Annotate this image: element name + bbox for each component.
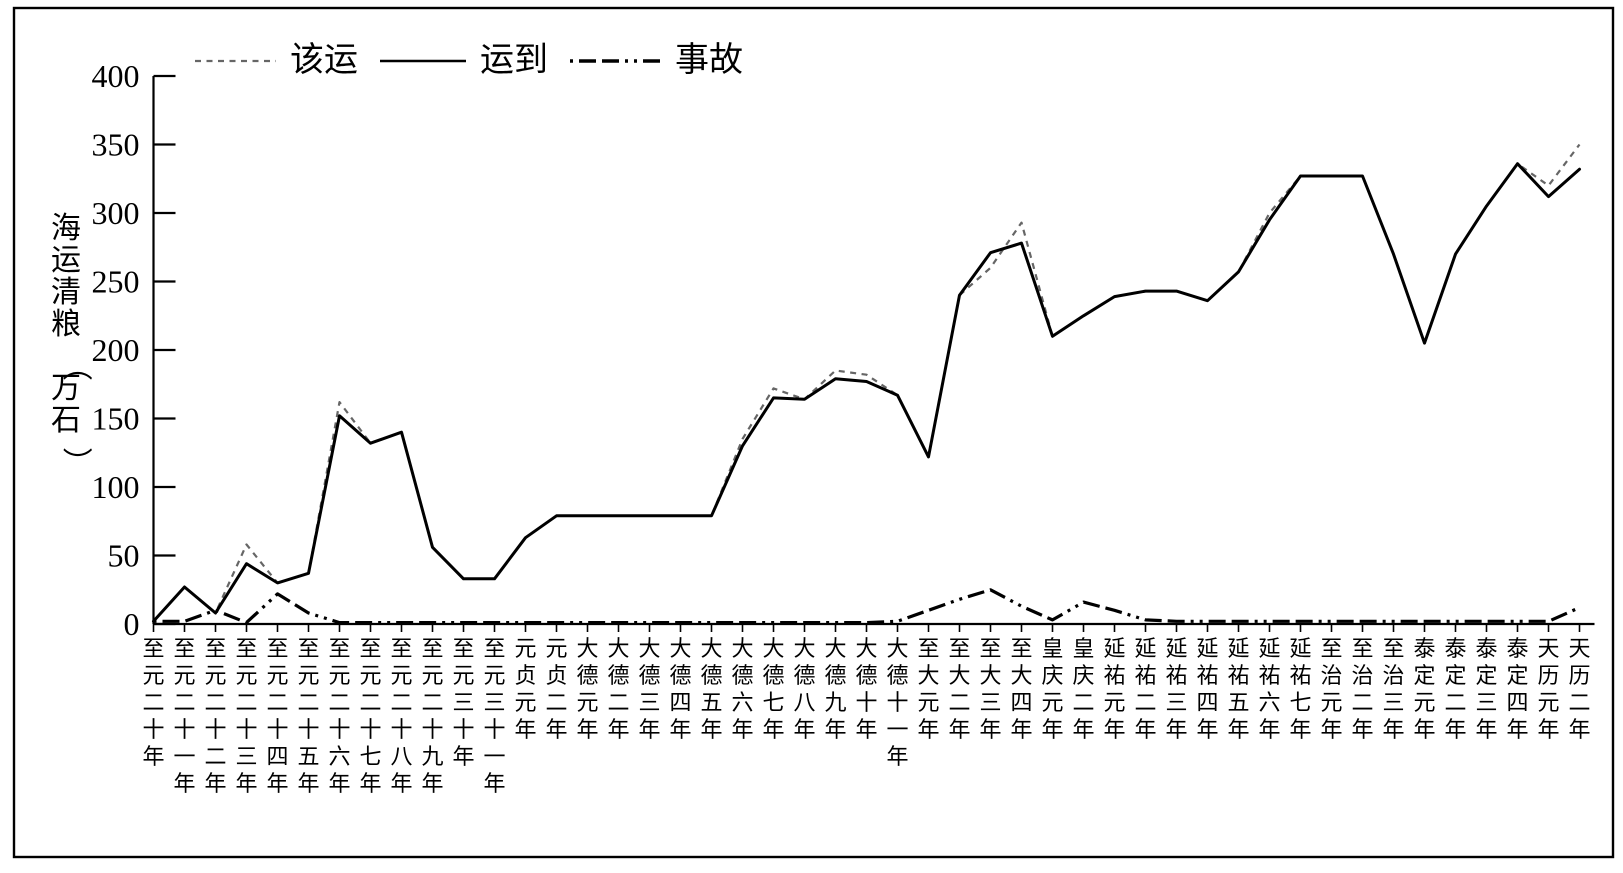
svg-text:至元二十六年: 至元二十六年	[328, 636, 350, 796]
svg-text:大德五年: 大德五年	[700, 636, 722, 742]
svg-text:至治二年: 至治二年	[1351, 636, 1373, 742]
svg-text:皇庆元年: 皇庆元年	[1041, 636, 1063, 742]
svg-text:运: 运	[51, 244, 81, 277]
svg-text:0: 0	[124, 606, 140, 642]
svg-text:天历元年: 天历元年	[1537, 636, 1559, 742]
svg-text:至元二十一年: 至元二十一年	[173, 636, 195, 796]
svg-text:至元二十二年: 至元二十二年	[204, 636, 226, 796]
svg-text:大德六年: 大德六年	[731, 636, 753, 742]
svg-text:150: 150	[92, 401, 140, 437]
svg-text:天历二年: 天历二年	[1568, 636, 1590, 742]
svg-text:粮: 粮	[51, 308, 81, 341]
svg-text:至元二十九年: 至元二十九年	[421, 636, 443, 796]
svg-text:至元二十七年: 至元二十七年	[359, 636, 381, 796]
svg-text:延祐二年: 延祐二年	[1134, 636, 1156, 742]
svg-text:400: 400	[92, 58, 140, 94]
svg-text:泰定元年: 泰定元年	[1413, 636, 1435, 742]
svg-text:100: 100	[92, 469, 140, 505]
svg-text:至元三十一年: 至元三十一年	[483, 636, 505, 796]
svg-text:至元二十年: 至元二十年	[142, 636, 164, 769]
svg-text:运到: 运到	[480, 42, 548, 79]
svg-text:大德九年: 大德九年	[824, 636, 846, 742]
svg-text:大德十年: 大德十年	[855, 636, 877, 742]
svg-text:至元二十八年: 至元二十八年	[390, 636, 412, 796]
svg-text:至元三十年: 至元三十年	[452, 636, 474, 769]
svg-text:大德七年: 大德七年	[762, 636, 784, 742]
svg-text:至元二十四年: 至元二十四年	[266, 636, 288, 796]
svg-text:延祐六年: 延祐六年	[1258, 636, 1280, 742]
svg-text:元贞元年: 元贞元年	[514, 636, 536, 742]
svg-text:200: 200	[92, 332, 140, 368]
svg-text:大德八年: 大德八年	[793, 636, 815, 742]
svg-text:至治元年: 至治元年	[1320, 636, 1342, 742]
svg-text:元贞二年: 元贞二年	[545, 636, 567, 742]
svg-text:延祐四年: 延祐四年	[1196, 636, 1218, 742]
svg-text:至大四年: 至大四年	[1010, 636, 1032, 742]
svg-text:大德二年: 大德二年	[607, 636, 629, 742]
svg-text:延祐五年: 延祐五年	[1227, 636, 1249, 742]
svg-text:万: 万	[51, 372, 81, 405]
svg-text:大德四年: 大德四年	[669, 636, 691, 742]
svg-text:该运: 该运	[290, 41, 358, 79]
svg-text:350: 350	[92, 127, 140, 163]
svg-text:泰定四年: 泰定四年	[1506, 636, 1528, 742]
svg-text:至大元年: 至大元年	[917, 636, 939, 742]
svg-text:至治三年: 至治三年	[1382, 636, 1404, 742]
svg-text:至大三年: 至大三年	[979, 636, 1001, 742]
svg-text:延祐元年: 延祐元年	[1103, 636, 1125, 742]
svg-text:大德三年: 大德三年	[638, 636, 660, 742]
svg-text:延祐七年: 延祐七年	[1289, 636, 1311, 742]
svg-text:清: 清	[51, 276, 81, 309]
svg-text:事故: 事故	[675, 41, 743, 79]
svg-text:至元二十五年: 至元二十五年	[297, 636, 319, 796]
svg-text:大德十一年: 大德十一年	[886, 636, 908, 769]
svg-text:海: 海	[51, 212, 81, 245]
svg-text:至元二十三年: 至元二十三年	[235, 636, 257, 796]
svg-text:至大二年: 至大二年	[948, 636, 970, 742]
svg-text:石: 石	[51, 404, 81, 437]
svg-text:延祐三年: 延祐三年	[1165, 636, 1187, 742]
svg-text:泰定二年: 泰定二年	[1444, 636, 1466, 742]
svg-text:300: 300	[92, 195, 140, 231]
svg-text:大德元年: 大德元年	[576, 636, 598, 742]
svg-text:50: 50	[108, 538, 140, 574]
svg-text:泰定三年: 泰定三年	[1475, 636, 1497, 742]
svg-text:）: ）	[59, 447, 92, 477]
svg-text:250: 250	[92, 264, 140, 300]
svg-text:皇庆二年: 皇庆二年	[1072, 636, 1094, 742]
